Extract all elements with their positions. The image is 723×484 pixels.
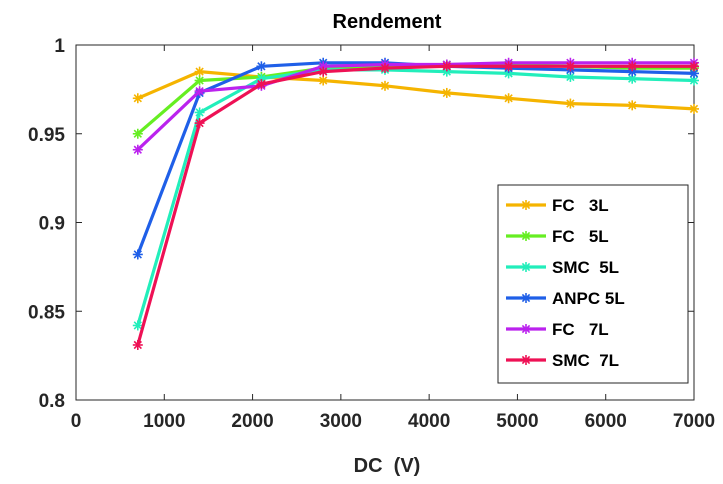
data-point — [503, 61, 514, 72]
data-point — [132, 249, 143, 260]
data-point — [380, 80, 390, 91]
legend-marker — [521, 231, 531, 241]
legend-marker — [521, 262, 531, 272]
data-point — [627, 61, 638, 72]
legend-marker — [521, 355, 531, 365]
data-point — [132, 144, 143, 155]
y-tick-label: 0.95 — [28, 125, 65, 146]
data-point — [132, 93, 143, 104]
series-line — [136, 68, 695, 326]
legend-entry: ANPC 5L — [506, 289, 625, 308]
data-point — [689, 75, 699, 86]
x-axis-label: DC (V) — [354, 455, 421, 477]
legend-marker — [521, 324, 531, 334]
legend: FC 3L FC 5L SMC 5L ANPC 5L FC 7L SMC 7L — [497, 184, 689, 384]
data-point — [194, 107, 205, 118]
legend-label: FC 3L — [552, 196, 609, 215]
legend-label: FC 5L — [552, 227, 609, 246]
data-point — [689, 103, 699, 114]
legend-entry: FC 5L — [506, 227, 609, 246]
data-point — [194, 86, 205, 97]
legend-entry: FC 3L — [506, 196, 609, 215]
data-point — [256, 79, 267, 90]
x-tick-label: 6000 — [585, 411, 627, 432]
x-tick-label: 3000 — [320, 411, 362, 432]
data-point — [441, 61, 452, 72]
y-tick-label: 0.9 — [39, 214, 65, 235]
legend-label: SMC 5L — [552, 258, 619, 277]
data-point — [441, 87, 452, 98]
x-tick-label: 2000 — [231, 411, 273, 432]
data-point — [132, 128, 143, 139]
data-point — [380, 63, 390, 74]
data-point — [194, 66, 205, 77]
data-point — [689, 68, 699, 79]
x-tick-label: 4000 — [408, 411, 450, 432]
data-point — [689, 61, 699, 72]
legend-box — [497, 184, 689, 384]
y-tick-label: 1 — [54, 36, 65, 57]
series-line — [136, 61, 694, 151]
chart-title: Rendement — [333, 11, 442, 33]
legend-marker — [521, 200, 531, 210]
data-point — [503, 93, 514, 104]
y-tick-label: 0.85 — [28, 302, 65, 323]
legend-label: SMC 7L — [552, 351, 619, 370]
data-point — [565, 61, 576, 72]
legend-entry: SMC 5L — [506, 258, 619, 277]
x-tick-label: 0 — [71, 411, 82, 432]
x-tick-label: 7000 — [673, 411, 715, 432]
y-tick-label: 0.8 — [39, 391, 65, 412]
data-point — [565, 98, 576, 109]
data-point — [194, 75, 205, 86]
legend-marker — [521, 293, 531, 303]
legend-label: FC 7L — [552, 320, 609, 339]
data-point — [256, 61, 267, 72]
data-point — [318, 75, 329, 86]
data-point — [132, 339, 143, 350]
data-point — [318, 66, 329, 77]
data-point — [194, 118, 205, 129]
x-tick-label: 1000 — [143, 411, 185, 432]
data-point — [627, 100, 638, 111]
series-6 — [132, 61, 699, 350]
legend-entry: FC 7L — [506, 320, 609, 339]
x-tick-label: 5000 — [496, 411, 538, 432]
legend-label: ANPC 5L — [552, 289, 625, 308]
series-line — [136, 64, 694, 346]
legend-entry: SMC 7L — [506, 351, 619, 370]
data-point — [132, 320, 143, 331]
series-line — [137, 69, 695, 111]
